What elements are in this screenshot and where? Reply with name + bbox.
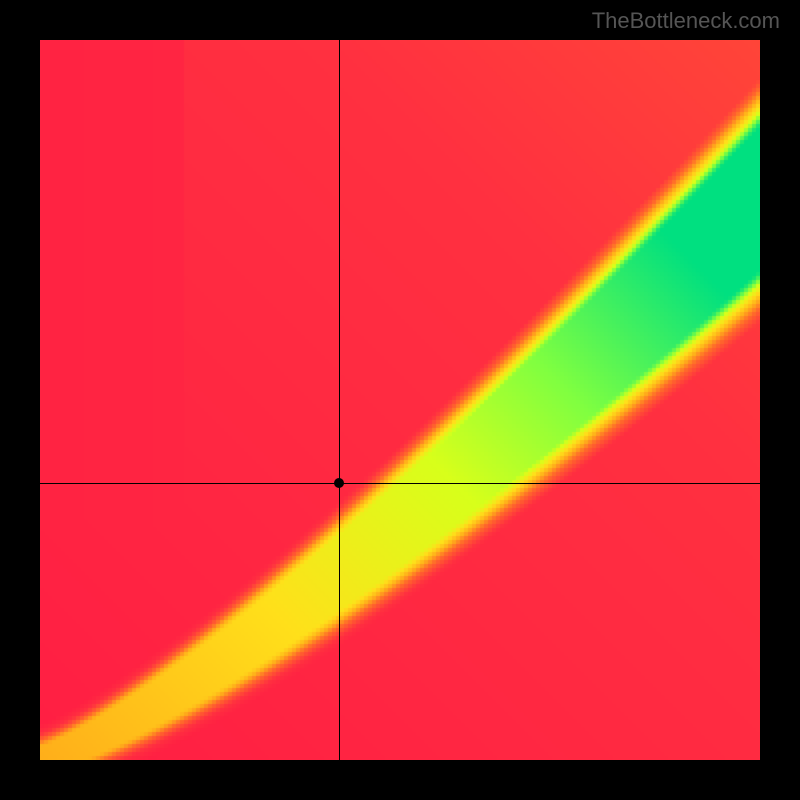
chart-container: TheBottleneck.com: [0, 0, 800, 800]
heatmap-canvas: [40, 40, 760, 760]
marker-dot: [334, 478, 344, 488]
watermark-text: TheBottleneck.com: [592, 8, 780, 34]
crosshair-vertical: [339, 40, 340, 760]
plot-area: [40, 40, 760, 760]
crosshair-horizontal: [40, 483, 760, 484]
